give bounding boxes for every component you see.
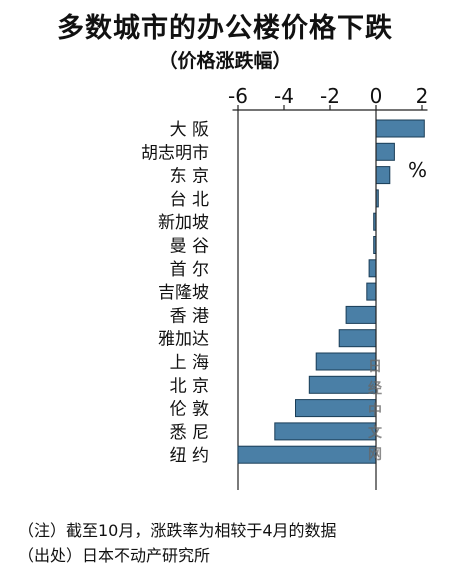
x-tick-label: 2 [416, 84, 429, 108]
watermark-char: 经 [368, 381, 382, 397]
category-label: 纽 约 [170, 446, 209, 466]
bar [375, 142, 395, 161]
x-tick-label: -4 [274, 84, 294, 108]
category-label: 北 京 [170, 376, 209, 396]
watermark-char: 中 [368, 403, 382, 419]
category-label: 吉隆坡 [158, 283, 209, 303]
source-note: （出处）日本不动产研究所 [18, 546, 211, 565]
category-label: 香 港 [170, 306, 209, 326]
watermark-char: 网 [368, 447, 382, 463]
category-label: 上 海 [170, 353, 209, 373]
category-label: 伦 敦 [170, 400, 209, 420]
category-label: 胡志明市 [141, 143, 209, 163]
category-label: 台 北 [170, 190, 209, 210]
footnote: （注）截至10月，涨跌率为相较于4月的数据 [18, 521, 337, 540]
bar [375, 119, 425, 138]
category-label: 首 尔 [170, 260, 209, 280]
bar [368, 259, 377, 278]
bar [375, 166, 391, 185]
category-label: 新加坡 [158, 213, 209, 233]
chart-subtitle: （价格涨跌幅） [158, 50, 292, 72]
category-label: 东 京 [170, 167, 209, 187]
category-label: 大 阪 [170, 120, 209, 140]
x-tick-label: -2 [320, 84, 340, 108]
unit-label: % [408, 158, 428, 182]
bar [338, 329, 377, 348]
category-label: 曼 谷 [170, 237, 209, 257]
chart-title: 多数城市的办公楼价格下跌 [57, 13, 393, 44]
bar [237, 445, 377, 464]
x-tick-label: -6 [228, 84, 248, 108]
bar [274, 422, 377, 441]
watermark-char: 文 [368, 425, 382, 441]
bar [345, 305, 377, 324]
watermark-char: 日 [368, 359, 382, 375]
category-label: 悉 尼 [170, 423, 209, 443]
x-tick-label: 0 [370, 84, 383, 108]
category-label: 雅加达 [158, 330, 209, 350]
watermark: 日 经 中 文 网 [362, 356, 388, 466]
bar [366, 282, 377, 301]
